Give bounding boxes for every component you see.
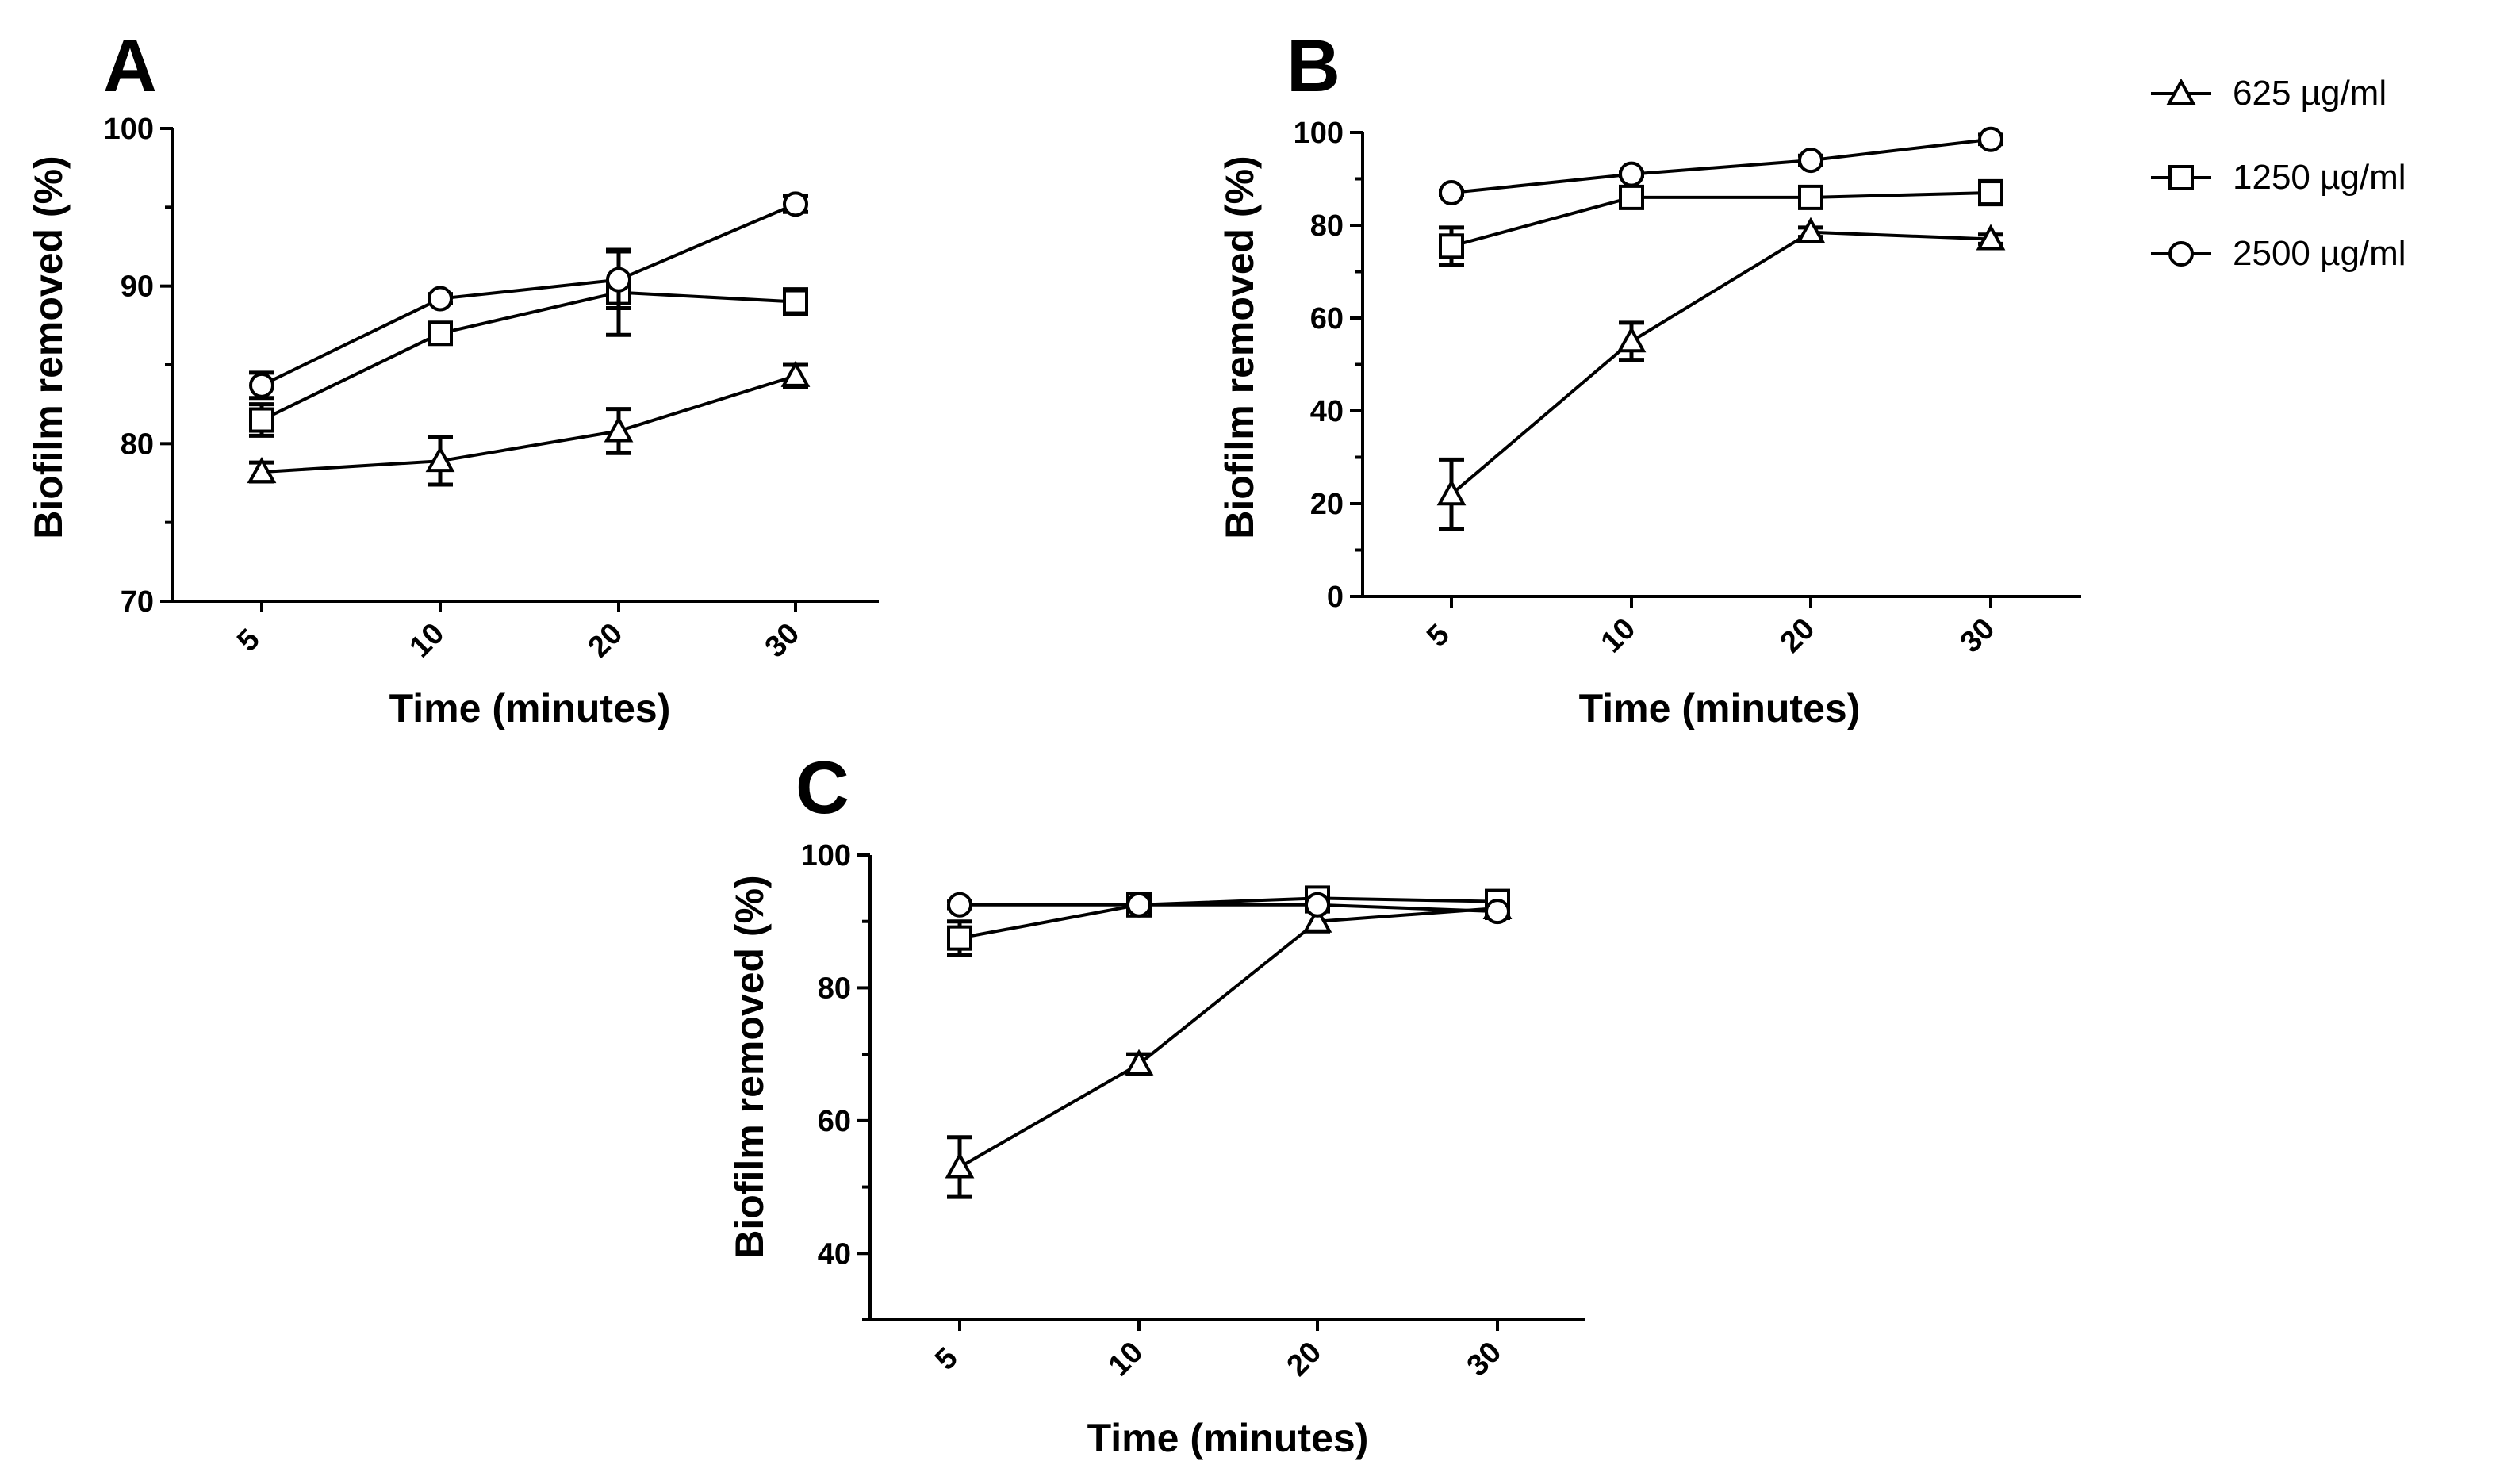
x-tick-label: 5	[231, 623, 266, 658]
series-triangle	[247, 360, 811, 487]
y-axis-title: Biofilm removed (%)	[1217, 155, 1262, 539]
circle-marker	[783, 191, 808, 217]
triangle-marker	[1124, 1049, 1154, 1076]
circle-marker	[1619, 161, 1644, 187]
legend-label: 1250 µg/ml	[2233, 158, 2406, 197]
square-marker	[783, 289, 808, 315]
panel-letter: C	[796, 746, 849, 829]
panel-letter: A	[103, 24, 157, 107]
x-axis-title: Time (minutes)	[389, 686, 671, 730]
y-tick-label: 0	[1327, 581, 1344, 614]
series-line	[1451, 137, 1992, 195]
y-axis-title: Biofilm removed (%)	[26, 155, 71, 539]
series-square	[249, 247, 808, 438]
x-axis-title: Time (minutes)	[1579, 686, 1861, 730]
square-marker	[947, 925, 972, 951]
legend: 625 µg/ml 1250 µg/ml 2500 µg/ml	[2151, 74, 2406, 273]
y-axis-title: Biofilm removed (%)	[727, 875, 772, 1258]
legend-entry: 625 µg/ml	[2151, 74, 2387, 113]
y-tick-label: 60	[1310, 302, 1344, 336]
square-marker	[1439, 233, 1464, 259]
legend-label: 625 µg/ml	[2233, 74, 2387, 113]
triangle-marker	[425, 446, 455, 473]
series-line	[1450, 230, 1992, 496]
y-tick-label: 90	[121, 270, 154, 304]
y-tick-label: 20	[1310, 488, 1344, 521]
triangle-marker	[247, 456, 277, 484]
x-tick-label: 20	[1281, 1336, 1329, 1383]
square-marker	[428, 320, 453, 347]
series-line	[261, 374, 796, 474]
series-line	[1451, 191, 1992, 248]
y-tick-label: 80	[818, 972, 851, 1005]
legend-entry: 1250 µg/ml	[2151, 158, 2406, 197]
y-tick-label: 100	[104, 113, 154, 146]
series-line	[261, 290, 796, 422]
x-tick-label: 20	[1774, 612, 1822, 660]
legend-entry: 2500 µg/ml	[2151, 234, 2406, 273]
circle-marker	[2168, 241, 2194, 267]
x-tick-label: 5	[929, 1341, 964, 1377]
triangle-marker	[2166, 78, 2196, 105]
triangle-marker	[1436, 479, 1467, 506]
x-axis-title: Time (minutes)	[1087, 1416, 1369, 1460]
y-tick-label: 80	[1310, 209, 1344, 243]
circle-marker	[1439, 180, 1464, 206]
series-circle	[947, 892, 1510, 925]
circle-marker	[1798, 148, 1823, 174]
panel-c: C Time (minutes) Biofilm removed (%) 40 6…	[727, 746, 1585, 1460]
legend-label: 2500 µg/ml	[2233, 234, 2406, 273]
circle-marker	[1305, 892, 1330, 918]
circle-marker	[428, 286, 453, 312]
series-square	[1439, 178, 2003, 267]
circle-marker	[606, 267, 631, 293]
circle-marker	[249, 372, 274, 398]
square-marker	[249, 407, 274, 433]
x-tick-label: 10	[1102, 1336, 1150, 1383]
triangle-marker	[1796, 217, 1826, 243]
circle-marker	[1978, 126, 2003, 152]
y-tick-label: 100	[1294, 117, 1344, 150]
series-triangle	[945, 892, 1513, 1199]
series-square	[947, 885, 1510, 957]
x-tick-label: 30	[1461, 1336, 1509, 1383]
panel-a: A Time (minutes) Biofilm removed (%) 70 8…	[26, 24, 879, 730]
x-tick-label: 30	[1954, 612, 2002, 660]
triangle-marker	[1616, 326, 1647, 353]
series-triangle	[1436, 217, 2006, 531]
x-tick-label: 10	[1595, 612, 1643, 660]
triangle-marker	[945, 1152, 975, 1179]
triangle-marker	[780, 360, 811, 387]
y-tick-label: 100	[801, 839, 851, 872]
square-marker	[1619, 184, 1644, 210]
triangle-marker	[1976, 224, 2006, 251]
series-line	[261, 202, 796, 387]
x-tick-label: 30	[759, 617, 807, 665]
square-marker	[1978, 180, 2003, 206]
circle-marker	[947, 892, 972, 918]
panel-letter: B	[1286, 24, 1340, 107]
series-line	[959, 896, 1498, 940]
triangle-marker	[604, 416, 634, 443]
y-tick-label: 60	[818, 1105, 851, 1138]
triangle-marker	[1302, 906, 1332, 933]
series-line	[959, 906, 1498, 1169]
y-tick-label: 40	[818, 1237, 851, 1271]
square-marker	[1798, 184, 1823, 210]
y-tick-label: 80	[121, 428, 154, 461]
circle-marker	[1126, 892, 1152, 918]
series-circle	[249, 191, 808, 401]
y-tick-label: 40	[1310, 395, 1344, 428]
x-tick-label: 20	[582, 617, 630, 665]
circle-marker	[1485, 899, 1510, 925]
x-tick-label: 5	[1421, 618, 1456, 654]
series-circle	[1439, 126, 2003, 206]
y-tick-label: 70	[121, 585, 154, 619]
square-marker	[2168, 165, 2194, 190]
panel-b: B Time (minutes) Biofilm removed (%) 0 20…	[1217, 24, 2081, 730]
x-tick-label: 10	[404, 617, 451, 665]
series-line	[960, 903, 1498, 914]
